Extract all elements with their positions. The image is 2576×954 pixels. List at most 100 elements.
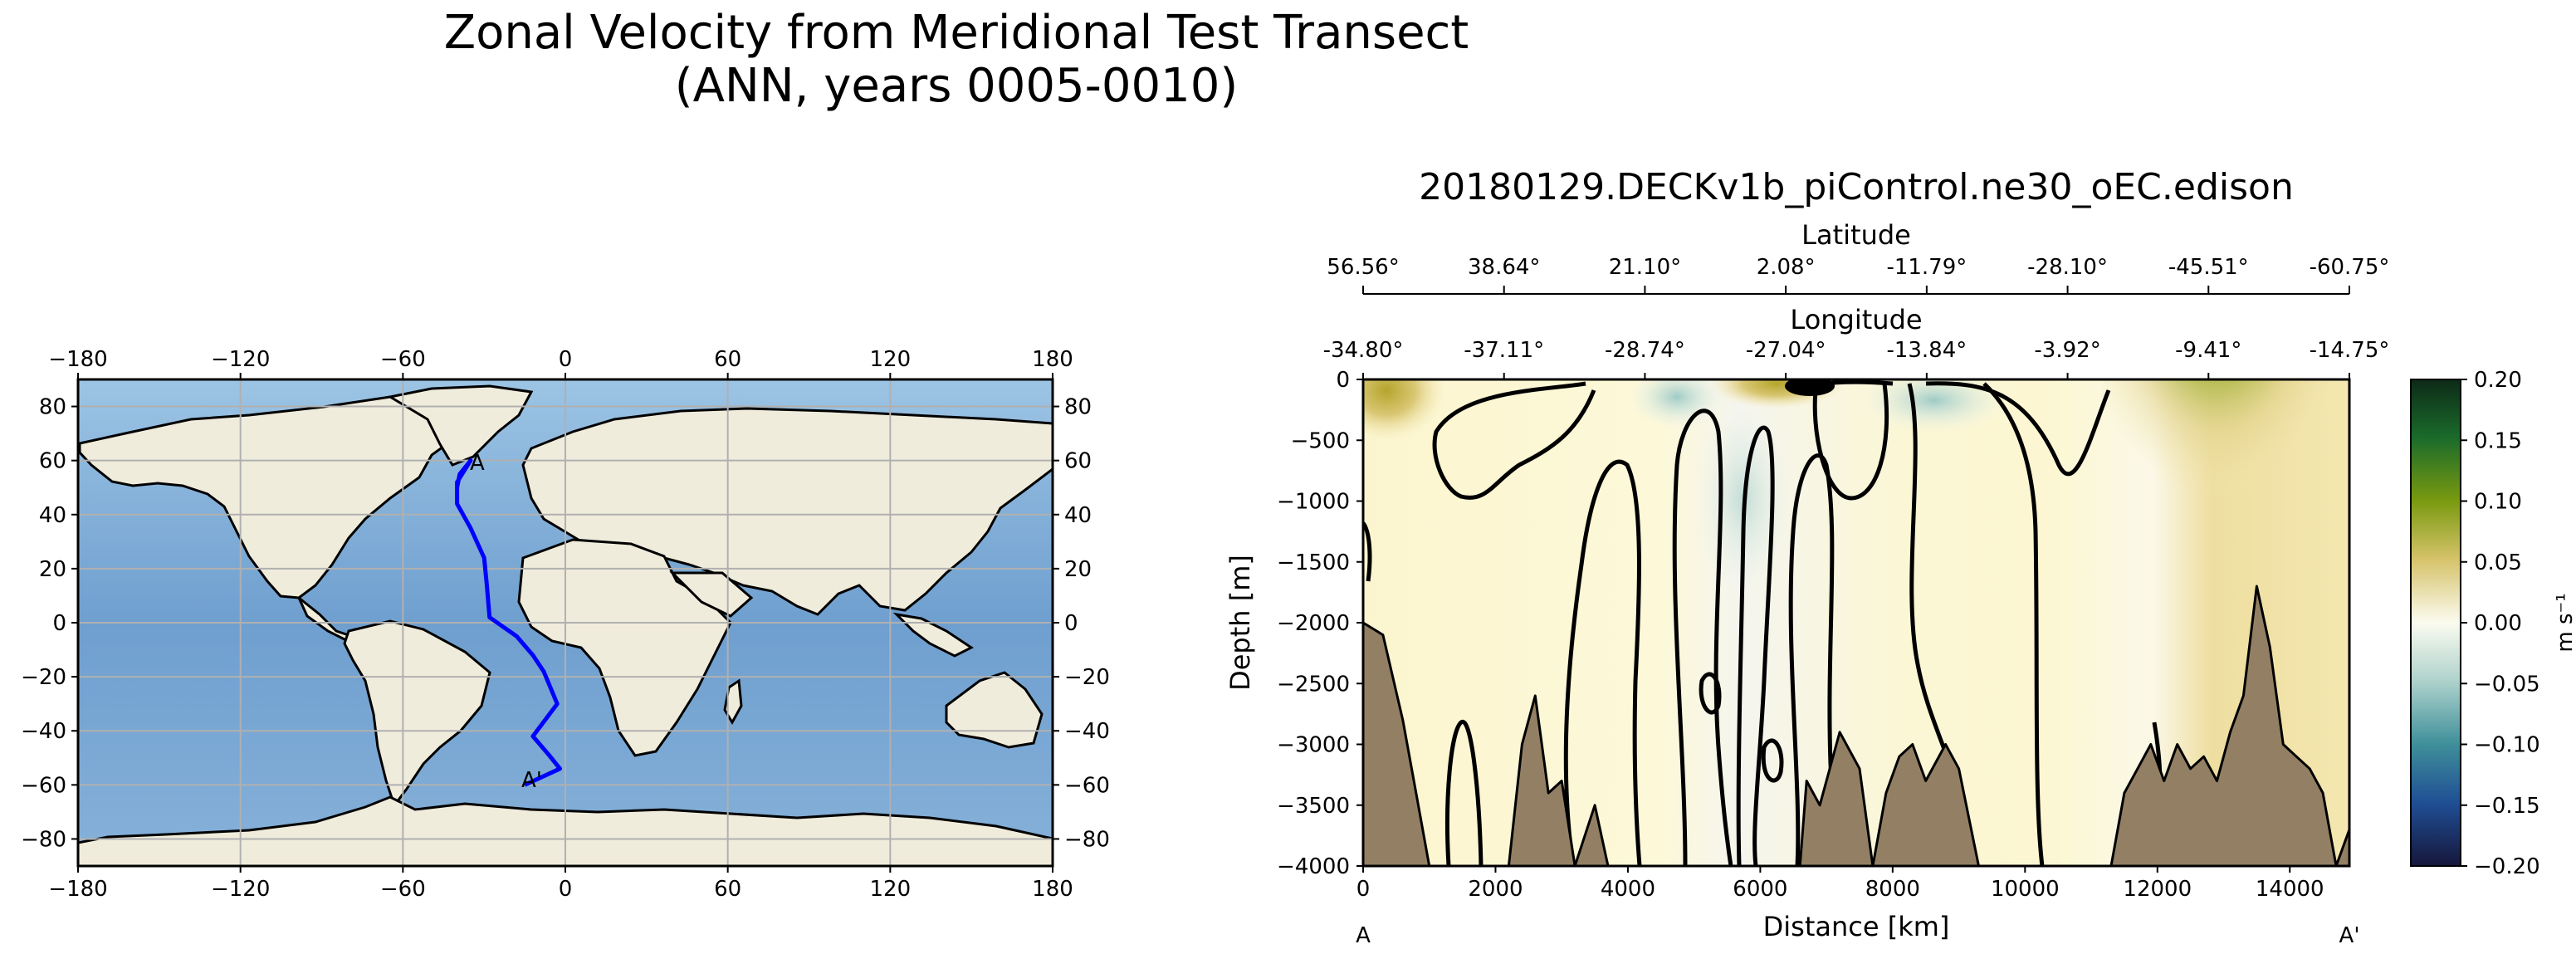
section-start-label: A bbox=[1356, 923, 1371, 948]
map-x-tick-bottom: 0 bbox=[559, 877, 573, 902]
section-y-tick-label: −2000 bbox=[1277, 611, 1350, 636]
longitude-axis-label: Longitude bbox=[1790, 304, 1922, 335]
land-africa bbox=[517, 538, 732, 757]
map-x-tick-bottom: 120 bbox=[870, 877, 912, 902]
map-y-tick-right: −60 bbox=[1064, 773, 1110, 798]
section-y-ticks: 0 −500 −1000 −1500 −2000 −2500 −3000 −3500 −4000 bbox=[1277, 368, 1363, 879]
section-x-tick-label: 2000 bbox=[1468, 877, 1523, 902]
contour-line bbox=[1672, 409, 1733, 866]
map-x-tick-bottom: 180 bbox=[1032, 877, 1073, 902]
longitude-tick-label: -14.75° bbox=[2310, 338, 2390, 363]
colorbar-gradient bbox=[2410, 379, 2461, 867]
transect-end-label: A' bbox=[521, 768, 542, 793]
longitude-tick-label: -34.80° bbox=[1323, 338, 1404, 363]
section-x-tick-label: 6000 bbox=[1733, 877, 1787, 902]
map-y-tick-right: −80 bbox=[1064, 827, 1110, 852]
contour-line bbox=[1699, 672, 1722, 715]
latitude-tick-label: 21.10° bbox=[1609, 255, 1681, 280]
latitude-ticks: 56.56° 38.64° 21.10° 2.08° -11.79° -28.10° -45… bbox=[1327, 255, 2389, 294]
transect-start-label: A bbox=[470, 451, 485, 476]
colorbar: 0.20 0.15 0.10 0.05 0.00 −0.05 −0.10 −0.15 −0.20… bbox=[2410, 368, 2576, 879]
colorbar-tick-label: −0.10 bbox=[2474, 733, 2540, 758]
contour-line bbox=[1363, 521, 1372, 582]
contour-line bbox=[1736, 425, 1775, 866]
colorbar-tick-label: 0.10 bbox=[2474, 490, 2522, 515]
land-southeast-asia bbox=[892, 612, 974, 658]
field-teal-surface-east bbox=[1860, 379, 2009, 433]
section-y-tick-label: −1500 bbox=[1277, 550, 1350, 575]
longitude-tick-label: -3.92° bbox=[2034, 338, 2100, 363]
map-y-tick-left: 60 bbox=[39, 449, 66, 474]
map-y-tick-right: 40 bbox=[1064, 503, 1092, 528]
map-y-tick-left: 40 bbox=[39, 503, 66, 528]
velocity-field bbox=[1363, 379, 2349, 866]
map-gridlines bbox=[77, 379, 1053, 866]
section-x-tick-label: 10000 bbox=[1991, 877, 2060, 902]
figure-title-line1: Zonal Velocity from Meridional Test Tran… bbox=[444, 6, 1469, 60]
colorbar-tick-label: −0.20 bbox=[2474, 854, 2540, 879]
section-y-tick-label: −3000 bbox=[1277, 733, 1350, 758]
longitude-tick-label: -9.41° bbox=[2175, 338, 2241, 363]
map-x-tick-top: 0 bbox=[559, 347, 573, 372]
map-x-tick-top: −120 bbox=[211, 347, 270, 372]
land-north-america bbox=[78, 395, 467, 599]
map-y-tick-left: 0 bbox=[52, 611, 66, 636]
longitude-tick-label: -37.11° bbox=[1464, 338, 1544, 363]
section-x-tick-label: 12000 bbox=[2123, 877, 2192, 902]
latitude-axis-label: Latitude bbox=[1801, 219, 1911, 251]
longitude-tick-label: -13.84° bbox=[1886, 338, 1967, 363]
map-y-tick-right: 60 bbox=[1064, 449, 1092, 474]
section-title: 20180129.DECKv1b_piControl.ne30_oEC.edis… bbox=[1419, 166, 2294, 208]
longitude-ticks: -34.80° -37.11° -28.74° -27.04° -13.84° -3.92… bbox=[1323, 338, 2390, 379]
transect-path bbox=[455, 458, 562, 787]
longitude-tick-label: -27.04° bbox=[1746, 338, 1826, 363]
colorbar-tick-label: 0.15 bbox=[2474, 428, 2522, 453]
colorbar-tick-label: 0.00 bbox=[2474, 611, 2522, 636]
section-x-ticks: 0 2000 4000 6000 8000 10000 12000 14000 bbox=[1356, 866, 2324, 902]
section-panel: 20180129.DECKv1b_piControl.ne30_oEC.edis… bbox=[1224, 166, 2389, 948]
map-x-tick-bottom: −120 bbox=[211, 877, 270, 902]
contour-line bbox=[1812, 383, 1889, 501]
map-x-tick-top: −60 bbox=[380, 347, 426, 372]
section-x-tick-label: 14000 bbox=[2256, 877, 2324, 902]
section-y-tick-label: −1000 bbox=[1277, 490, 1350, 515]
colorbar-label: m s⁻¹ bbox=[2553, 593, 2576, 652]
field-green-jet bbox=[2100, 379, 2333, 614]
colorbar-tick-label: 0.20 bbox=[2474, 368, 2522, 393]
map-y-tick-right: 0 bbox=[1064, 611, 1078, 636]
section-y-tick-label: −2500 bbox=[1277, 672, 1350, 697]
bathymetry bbox=[1363, 585, 2349, 866]
section-y-label: Depth [m] bbox=[1224, 555, 1256, 691]
section-y-tick-label: 0 bbox=[1336, 368, 1350, 393]
contour-line bbox=[1432, 381, 1596, 500]
map-y-tick-right: −40 bbox=[1064, 719, 1110, 744]
map-x-tick-top: −180 bbox=[48, 347, 107, 372]
colorbar-ticks: 0.20 0.15 0.10 0.05 0.00 −0.05 −0.10 −0.15 −0.20 bbox=[2461, 368, 2540, 879]
field-olive-surface-west bbox=[1363, 379, 1444, 440]
contour-line bbox=[1761, 738, 1784, 783]
colorbar-tick-label: 0.05 bbox=[2474, 550, 2522, 575]
map-y-tick-left: −40 bbox=[21, 719, 66, 744]
section-x-label: Distance [km] bbox=[1763, 911, 1950, 942]
contour-line bbox=[1563, 459, 1642, 866]
latitude-tick-label: -45.51° bbox=[2168, 255, 2249, 280]
map-x-tick-bottom: −180 bbox=[48, 877, 107, 902]
map-y-tick-left: −20 bbox=[21, 665, 66, 690]
map-y-tick-left: 80 bbox=[39, 395, 66, 420]
map-x-tick-bottom: 60 bbox=[714, 877, 741, 902]
longitude-tick-label: -28.74° bbox=[1605, 338, 1685, 363]
map-y-tick-right: −20 bbox=[1064, 665, 1110, 690]
section-end-label: A' bbox=[2339, 923, 2360, 948]
section-x-tick-label: 8000 bbox=[1865, 877, 1920, 902]
latitude-tick-label: 56.56° bbox=[1327, 255, 1399, 280]
latitude-tick-label: 38.64° bbox=[1468, 255, 1540, 280]
field-teal-surface bbox=[1627, 379, 1727, 430]
section-y-tick-label: −4000 bbox=[1277, 854, 1350, 879]
latitude-tick-label: -11.79° bbox=[1886, 255, 1967, 280]
map-tick-labels: −180 −180 −120 −120 −60 −60 0 0 60 60 120 120 180 180… bbox=[21, 347, 1110, 902]
figure-title-line2: (ANN, years 0005-0010) bbox=[675, 59, 1239, 113]
map-panel: A A' −180 −180 −120 −120 −60 −60 0 0 60 60 120 120 1… bbox=[21, 347, 1110, 902]
map-y-tick-left: −60 bbox=[21, 773, 66, 798]
map-y-tick-left: 20 bbox=[39, 557, 66, 582]
